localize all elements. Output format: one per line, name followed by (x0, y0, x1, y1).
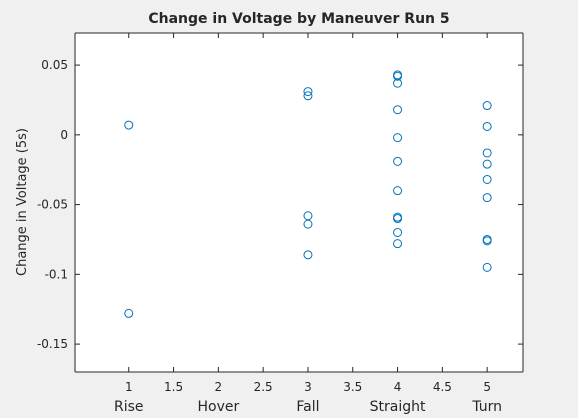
data-point (303, 91, 313, 101)
data-point (303, 250, 313, 260)
x-tick-label: 4 (394, 380, 402, 394)
data-point (393, 186, 403, 196)
data-point (482, 236, 492, 246)
data-point (482, 262, 492, 272)
data-point (393, 227, 403, 237)
x-tick-label: 3 (304, 380, 312, 394)
category-labels: Rise Hover Fall Straight Turn (114, 399, 502, 415)
y-tick-label: -0.15 (37, 337, 68, 351)
data-point (482, 193, 492, 203)
y-tick-label: -0.05 (37, 198, 68, 212)
data-point (482, 148, 492, 158)
x-tick-label: 5 (483, 380, 491, 394)
data-point (303, 219, 313, 229)
data-point (393, 105, 403, 115)
category-label: Straight (370, 399, 426, 415)
y-axis-label: Change in Voltage (5s) (15, 128, 30, 276)
data-point (393, 71, 403, 81)
data-point (482, 174, 492, 184)
y-axis-ticks: 0.05 0 -0.05 -0.1 -0.15 (37, 58, 523, 351)
data-point (393, 239, 403, 249)
x-tick-label: 2.5 (254, 380, 273, 394)
x-tick-label: 3.5 (343, 380, 362, 394)
chart-title: Change in Voltage by Maneuver Run 5 (148, 11, 449, 27)
x-tick-label: 1 (125, 380, 133, 394)
data-point (482, 159, 492, 169)
category-label: Hover (197, 399, 239, 415)
data-point (393, 78, 403, 88)
x-axis-ticks: 1 1.5 2 2.5 3 3.5 4 4.5 5 (125, 33, 491, 394)
x-tick-label: 1.5 (164, 380, 183, 394)
data-point (303, 87, 313, 97)
x-tick-label: 4.5 (433, 380, 452, 394)
y-tick-label: 0 (60, 128, 68, 142)
category-label: Turn (471, 399, 502, 415)
category-label: Fall (296, 399, 319, 415)
data-point (393, 133, 403, 143)
category-label: Rise (114, 399, 144, 415)
data-point (393, 214, 403, 224)
data-point (482, 101, 492, 111)
axes (74, 32, 524, 373)
y-tick-label: 0.05 (41, 58, 68, 72)
y-tick-label: -0.1 (45, 267, 68, 281)
data-points (124, 70, 492, 318)
x-tick-label: 2 (215, 380, 223, 394)
data-point (124, 120, 134, 130)
data-point (482, 121, 492, 131)
data-point (393, 156, 403, 166)
data-point (124, 308, 134, 318)
plot-area (75, 33, 523, 372)
